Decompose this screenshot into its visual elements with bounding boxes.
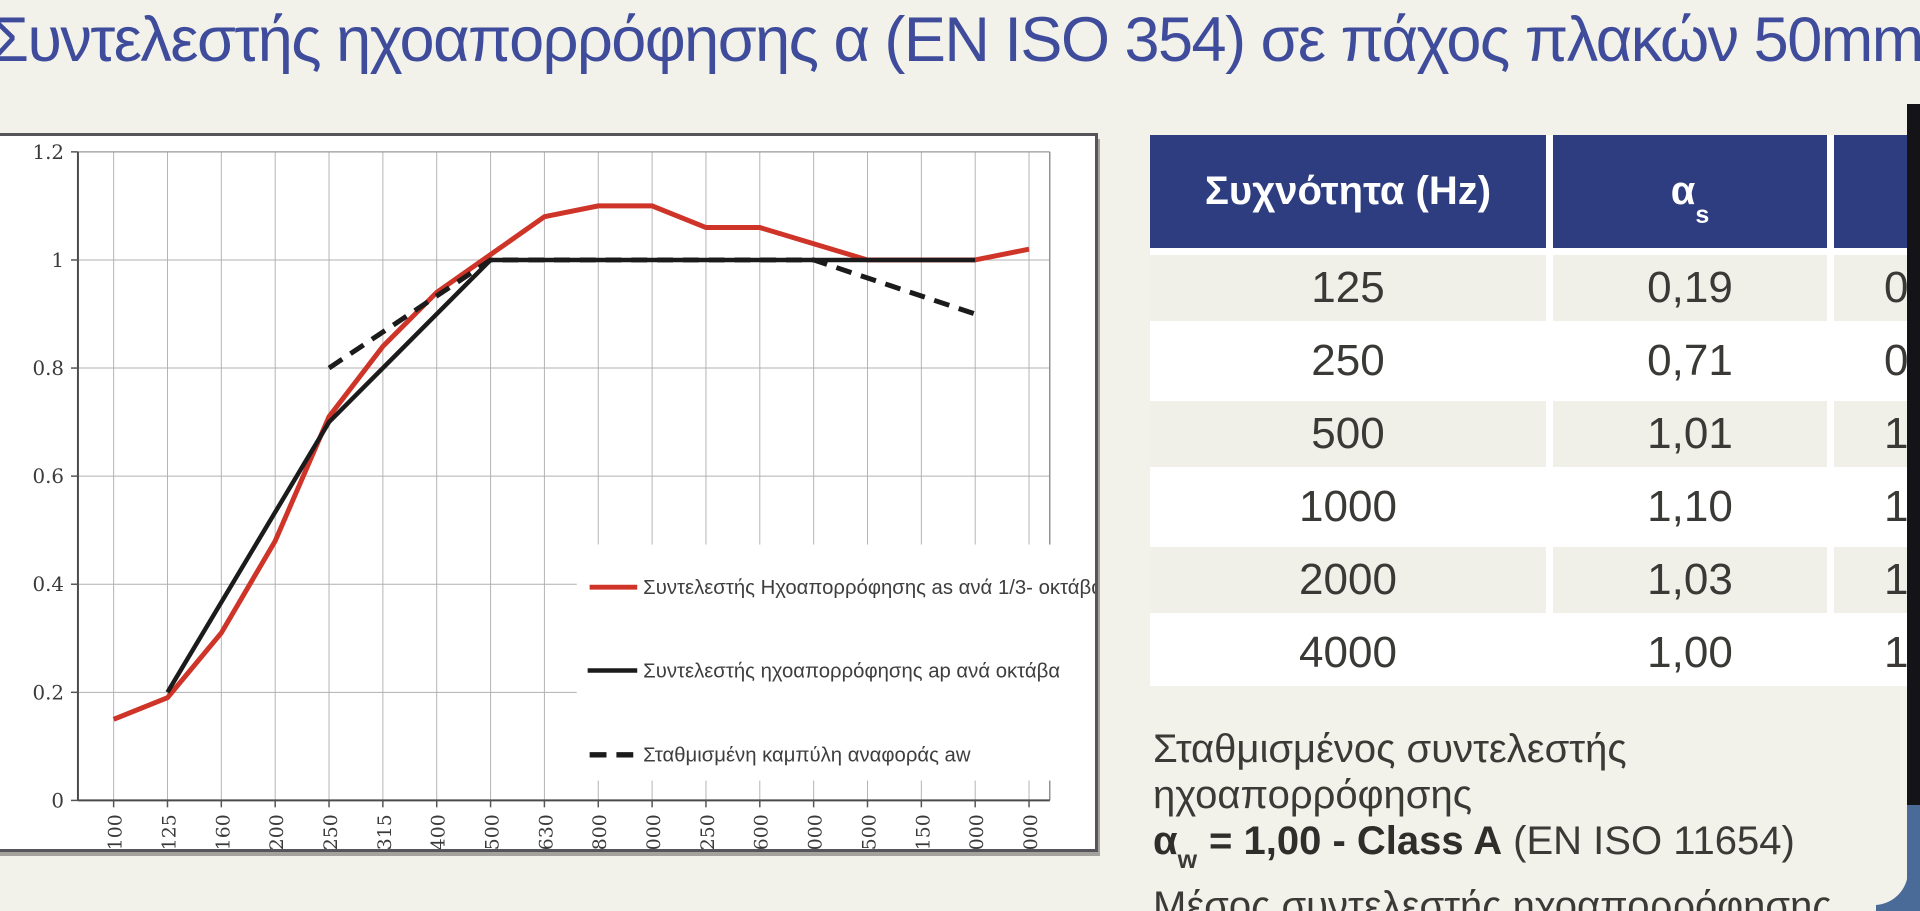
legend-box — [576, 544, 1055, 781]
table-header-cell: Συχνότητα (Hz) — [1150, 135, 1546, 248]
table-cell: 1,01 — [1553, 401, 1827, 467]
table-cell: 1 — [1834, 401, 1920, 467]
x-tick-label: 630 — [536, 814, 557, 849]
notes-block: Σταθμισμένος συντελεστής ηχοαπορρόφησης … — [1153, 726, 1920, 911]
x-tick-label: 5000 — [1021, 814, 1042, 849]
table-cell: 2000 — [1150, 547, 1546, 613]
y-tick-label: 0 — [51, 789, 64, 812]
page-title: Συντελεστής ηχοαπορρόφησης α (EN ISO 354… — [0, 5, 1920, 75]
y-tick-label: 0.6 — [33, 465, 65, 488]
x-tick-label: 800 — [590, 814, 611, 849]
x-tick-label: 400 — [429, 814, 450, 849]
x-tick-label: 2500 — [859, 814, 880, 849]
table-cell: 0,71 — [1553, 328, 1827, 394]
x-tick-label: 200 — [267, 814, 288, 849]
series-line — [165, 257, 976, 694]
absorption-chart: 1.2 1 0.8 0.6 0.4 0.2 0 100 125 160 200 250 315 400 50… — [33, 141, 1095, 849]
note-aw-value: αw = 1,00 - Class A (EN ISO 11654) — [1153, 819, 1795, 874]
table-cell: 250 — [1150, 328, 1546, 394]
x-tick-label: 1000 — [644, 814, 665, 849]
frequency-table: Συχνότητα (Hz) α s 125 0,19 0 250 0,71 0 500 1,01 1… — [1150, 135, 1920, 686]
note-weighted-coefficient-label: Σταθμισμένος συντελεστής ηχοαπορρόφησης — [1153, 727, 1627, 817]
x-tick-label: 4000 — [967, 814, 988, 849]
page-rounded-corner — [1838, 785, 1908, 905]
x-tick-label: 3150 — [913, 814, 934, 849]
table-cell: 0 — [1834, 328, 1920, 394]
right-edge-blue-strip — [1907, 805, 1920, 911]
table-cell: 0,19 — [1553, 255, 1827, 321]
table-cell: 0 — [1834, 255, 1920, 321]
x-tick-label: 315 — [375, 814, 396, 849]
table-cell: 1,03 — [1553, 547, 1827, 613]
x-tick-label: 1250 — [698, 814, 719, 849]
absorption-chart-panel: 1.2 1 0.8 0.6 0.4 0.2 0 100 125 160 200 250 315 400 50… — [0, 133, 1098, 852]
y-tick-label: 0.8 — [33, 357, 65, 380]
x-tick-label: 100 — [106, 814, 127, 849]
x-tick-label: 250 — [321, 814, 342, 849]
table-cell: 1000 — [1150, 474, 1546, 540]
note-mean-coefficient-label: Μέσος συντελεστής ηχοαπορρόφησης — [1153, 884, 1832, 911]
table-cell: 1,00 — [1553, 620, 1827, 686]
table-cell: 1 — [1834, 474, 1920, 540]
x-tick-label: 2000 — [806, 814, 827, 849]
table-cell: 1 — [1834, 547, 1920, 613]
x-tick-label: 160 — [213, 814, 234, 849]
legend-label: Σταθμισμένη καμπύλη αναφοράς aw — [643, 745, 971, 767]
table-cell: 500 — [1150, 401, 1546, 467]
legend-label: Συντελεστής Ηχοαπορρόφησης as ανά 1/3- ο… — [643, 577, 1095, 599]
x-tick-label: 500 — [482, 814, 503, 849]
table-cell: 125 — [1150, 255, 1546, 321]
y-tick-label: 1.2 — [33, 141, 65, 164]
series-line — [327, 257, 976, 371]
x-tick-label: 1600 — [752, 814, 773, 849]
table-cell: 1 — [1834, 620, 1920, 686]
y-tick-label: 1 — [51, 249, 64, 272]
table-cell: 1,10 — [1553, 474, 1827, 540]
legend-label: Συντελεστής ηχοαπορρόφησης ap ανά οκτάβα — [643, 660, 1060, 682]
y-tick-label: 0.4 — [33, 573, 65, 596]
x-tick-label: 125 — [159, 814, 180, 849]
table-header-cell — [1834, 135, 1920, 248]
y-tick-label: 0.2 — [33, 681, 65, 704]
table-cell: 4000 — [1150, 620, 1546, 686]
right-edge-strip — [1907, 104, 1920, 805]
